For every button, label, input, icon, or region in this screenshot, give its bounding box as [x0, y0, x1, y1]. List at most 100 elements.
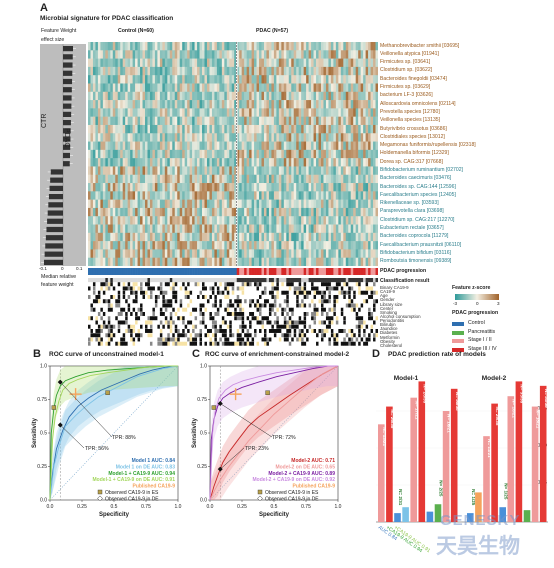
- metadata-cell: [298, 299, 302, 304]
- progression-cell: [278, 268, 282, 275]
- metadata-cell: [308, 324, 312, 329]
- heatmap-cell: [316, 75, 319, 84]
- metadata-cell: [112, 286, 116, 291]
- heatmap-cell: [298, 133, 302, 142]
- heatmap-cell: [358, 216, 361, 225]
- progression-cell: [204, 268, 208, 275]
- metadata-cell: [256, 324, 260, 329]
- heatmap-cell: [343, 166, 347, 176]
- metadata-cell: [219, 290, 223, 295]
- metadata-cell: [174, 324, 178, 329]
- metadata-cell: [373, 312, 376, 316]
- metadata-cell: [373, 324, 376, 329]
- heatmap-cell: [239, 75, 242, 84]
- heatmap-cell: [135, 50, 138, 59]
- heatmap-cell: [130, 124, 133, 134]
- heatmap-cell: [132, 224, 136, 234]
- heatmap-cell: [192, 91, 195, 101]
- heatmap-cell: [159, 207, 163, 217]
- heatmap-cell: [316, 216, 319, 225]
- heatmap-cell: [140, 108, 143, 117]
- heatmap-cell: [239, 83, 242, 93]
- metadata-cell: [343, 290, 347, 295]
- heatmap-cell: [216, 124, 220, 134]
- metadata-cell: [152, 303, 156, 308]
- heatmap-cell: [328, 199, 332, 209]
- metadata-cell: [229, 282, 233, 287]
- metadata-cell: [167, 307, 171, 312]
- heatmap-cell: [120, 91, 124, 101]
- metadata-cell: [333, 329, 337, 333]
- heatmap-cell: [92, 133, 96, 142]
- heatmap-cell: [254, 149, 257, 159]
- heatmap-cell: [259, 50, 262, 59]
- classification-cell: [375, 278, 378, 283]
- heatmap-cell: [189, 158, 193, 167]
- metadata-cell: [350, 312, 354, 316]
- heatmap-cell: [149, 257, 153, 266]
- heatmap-cell: [115, 249, 119, 259]
- progression-cell: [291, 268, 295, 275]
- metadata-cell: [301, 290, 304, 295]
- heatmap-cell: [365, 207, 369, 217]
- heatmap-cell: [184, 158, 188, 167]
- heatmap-cell: [273, 66, 277, 76]
- heatmap-cell: [152, 58, 156, 68]
- heatmap-cell: [340, 249, 344, 259]
- heatmap-cell: [199, 50, 203, 59]
- heatmap-cell: [202, 207, 205, 217]
- heatmap-cell: [375, 124, 378, 134]
- heatmap-cell: [97, 241, 101, 250]
- heatmap-cell: [149, 174, 153, 184]
- heatmap-cell: [92, 42, 96, 51]
- heatmap-cell: [149, 249, 153, 259]
- heatmap-cell: [320, 158, 324, 167]
- heatmap-cell: [115, 75, 119, 84]
- heatmap-cell: [117, 241, 121, 250]
- heatmap-cell: [226, 216, 230, 225]
- metadata-cell: [105, 303, 109, 308]
- heatmap-cell: [137, 116, 141, 126]
- species-label: Bacteroides caecimuris [03476]: [380, 175, 452, 182]
- heatmap-cell: [241, 116, 245, 126]
- heatmap-cell: [164, 100, 168, 109]
- metadata-cell: [281, 333, 285, 338]
- metadata-cell: [348, 312, 352, 316]
- metadata-cell: [249, 316, 252, 321]
- heatmap-cell: [278, 257, 282, 266]
- heatmap-cell: [177, 133, 181, 142]
- heatmap-cell: [189, 66, 193, 76]
- heatmap-cell: [184, 257, 188, 266]
- heatmap-cell: [110, 50, 114, 59]
- heatmap-cell: [373, 207, 376, 217]
- heatmap-cell: [169, 50, 173, 59]
- metadata-cell: [229, 286, 233, 291]
- metadata-cell: [102, 282, 106, 287]
- metadata-cell: [363, 324, 366, 329]
- heatmap-cell: [152, 141, 156, 151]
- metadata-cell: [278, 303, 282, 308]
- heatmap-cell: [197, 241, 200, 250]
- heatmap-cell: [303, 232, 307, 242]
- heatmap-cell: [316, 66, 319, 76]
- metadata-cell: [256, 290, 260, 295]
- heatmap-cell: [263, 116, 267, 126]
- metadata-cell: [115, 324, 119, 329]
- heatmap-cell: [169, 199, 173, 209]
- species-label: Bacteroides coprocola [11279]: [380, 233, 449, 240]
- progression-cell: [259, 268, 262, 275]
- heatmap-cell: [261, 91, 265, 101]
- metadata-cell: [316, 290, 319, 295]
- progression-cell: [132, 268, 136, 275]
- heatmap-cell: [112, 42, 116, 51]
- heatmap-cell: [313, 141, 317, 151]
- heatmap-cell: [256, 174, 260, 184]
- heatmap-cell: [345, 116, 349, 126]
- heatmap-cell: [239, 116, 242, 126]
- metadata-cell: [375, 303, 378, 308]
- heatmap-cell: [256, 158, 260, 167]
- heatmap-cell: [107, 183, 111, 192]
- heatmap-cell: [135, 124, 138, 134]
- heatmap-cell: [288, 149, 292, 159]
- heatmap-cell: [256, 50, 260, 59]
